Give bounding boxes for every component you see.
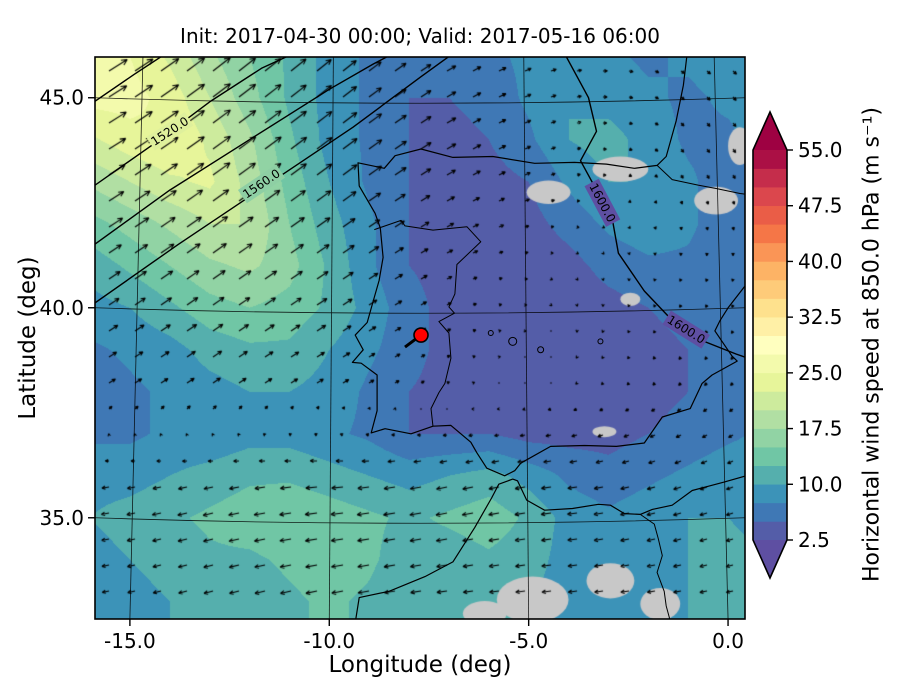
x-tick-label: -5.0 (509, 629, 548, 653)
y-tick-label: 45.0 (39, 86, 84, 110)
y-tick-label: 35.0 (39, 506, 84, 530)
y-axis-label: Latitude (deg) (15, 256, 41, 420)
colorbar-tick-label: 47.5 (798, 194, 843, 218)
x-tick-label: -10.0 (303, 629, 355, 653)
colorbar-tick-label: 25.0 (798, 361, 843, 385)
colorbar-tick-label: 10.0 (798, 472, 843, 496)
colorbar-tick-label: 32.5 (798, 305, 843, 329)
colorbar-tick-label: 40.0 (798, 249, 843, 273)
map-field-canvas (95, 57, 745, 619)
colorbar-tick-label: 2.5 (798, 528, 830, 552)
x-axis-label: Longitude (deg) (328, 652, 512, 678)
x-tick-label: -15.0 (104, 629, 156, 653)
colorbar-tick-label: 55.0 (798, 138, 843, 162)
colorbar-label: Horizontal wind speed at 850.0 hPa (m s⁻… (859, 106, 885, 583)
colorbar: 2.5 10.0 17.5 25.0 32.5 40.0 47.5 55.0 (752, 110, 843, 580)
y-tick-label: 40.0 (39, 296, 84, 320)
colorbar-tick-label: 17.5 (798, 417, 843, 441)
plot-title: Init: 2017-04-30 00:00; Valid: 2017-05-1… (180, 24, 660, 48)
x-tick-label: 0.0 (712, 629, 744, 653)
